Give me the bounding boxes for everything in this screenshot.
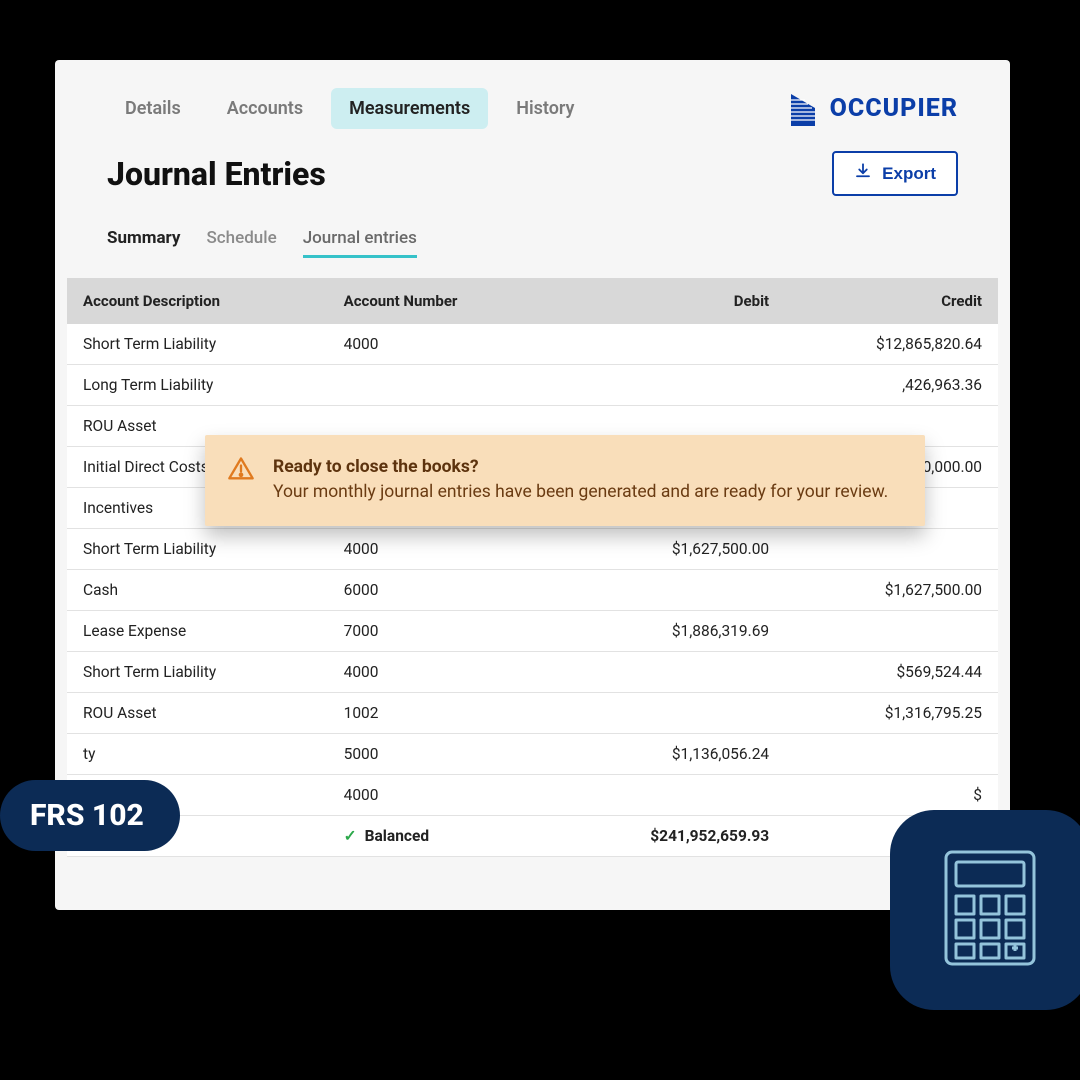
frs-pill: FRS 102 — [0, 780, 180, 851]
title-row: Journal Entries Export — [55, 147, 1010, 204]
cell-credit: $1,627,500.00 — [785, 570, 998, 611]
cell-credit — [785, 529, 998, 570]
cell-desc: Long Term Liability — [67, 365, 328, 406]
cell-debit — [552, 324, 785, 365]
notice-banner: Ready to close the books? Your monthly j… — [205, 435, 925, 526]
cell-desc: Lease Expense — [67, 611, 328, 652]
cell-desc: Short Term Liability — [67, 324, 328, 365]
table-row: Long Term Liability ,426,963.36 — [67, 365, 998, 406]
cell-desc: Short Term Liability — [67, 652, 328, 693]
cell-num: 5000 — [328, 734, 553, 775]
cell-debit: $1,886,319.69 — [552, 611, 785, 652]
notice-title: Ready to close the books? — [273, 457, 479, 477]
table-row: ty5000$1,136,056.24 — [67, 734, 998, 775]
tab-measurements[interactable]: Measurements — [331, 88, 488, 129]
notice-body: Your monthly journal entries have been g… — [273, 482, 888, 502]
cell-num — [328, 365, 553, 406]
table-wrap: Account Description Account Number Debit… — [55, 268, 1010, 857]
cell-num: 6000 — [328, 570, 553, 611]
brand-logo-icon — [788, 92, 818, 126]
cell-desc: Short Term Liability — [67, 529, 328, 570]
cell-credit: $569,524.44 — [785, 652, 998, 693]
totals-row: Totals✓Balanced$241,952,659.93$2 — [67, 816, 998, 857]
cell-num: 4000 — [328, 324, 553, 365]
totals-balanced: ✓Balanced — [328, 816, 553, 857]
tab-history[interactable]: History — [498, 88, 592, 129]
cell-debit — [552, 365, 785, 406]
subtab-summary[interactable]: Summary — [107, 228, 180, 258]
table-row: Cash6000 $1,627,500.00 — [67, 570, 998, 611]
cell-desc: ty — [67, 734, 328, 775]
calculator-badge — [890, 810, 1080, 1010]
cell-desc: Cash — [67, 570, 328, 611]
export-label: Export — [882, 164, 936, 184]
cell-debit: $1,627,500.00 — [552, 529, 785, 570]
cell-num: 1002 — [328, 693, 553, 734]
cell-num: 4000 — [328, 529, 553, 570]
cell-debit — [552, 570, 785, 611]
page-title: Journal Entries — [107, 155, 326, 193]
cell-desc: ROU Asset — [67, 693, 328, 734]
sub-tabs: Summary Schedule Journal entries — [55, 204, 1010, 268]
cell-credit — [785, 611, 998, 652]
journal-entries-table: Account Description Account Number Debit… — [67, 278, 998, 857]
cell-credit — [785, 734, 998, 775]
cell-debit — [552, 652, 785, 693]
cell-debit: $1,136,056.24 — [552, 734, 785, 775]
calculator-icon — [940, 848, 1040, 972]
top-tabs: Details Accounts Measurements History — [55, 60, 1010, 147]
table-row: Short Term Liability4000 $569,524.44 — [67, 652, 998, 693]
table-row: ROU Asset1002 $1,316,795.25 — [67, 693, 998, 734]
totals-debit: $241,952,659.93 — [552, 816, 785, 857]
col-account-number: Account Number — [328, 278, 553, 324]
cell-credit: ,426,963.36 — [785, 365, 998, 406]
cell-debit — [552, 775, 785, 816]
warning-icon — [227, 455, 255, 506]
brand-name: OCCUPIER — [830, 94, 958, 123]
subtab-journal-entries[interactable]: Journal entries — [303, 228, 417, 258]
col-debit: Debit — [552, 278, 785, 324]
table-row: Lease Expense7000$1,886,319.69 — [67, 611, 998, 652]
cell-credit: $12,865,820.64 — [785, 324, 998, 365]
table-row: Short Term Liability4000 $12,865,820.64 — [67, 324, 998, 365]
table-row: Short Term Liability4000$1,627,500.00 — [67, 529, 998, 570]
check-icon: ✓ — [344, 827, 357, 845]
tab-details[interactable]: Details — [107, 88, 199, 129]
download-icon — [854, 162, 872, 185]
notice-text: Ready to close the books? Your monthly j… — [273, 455, 888, 506]
cell-num: 4000 — [328, 775, 553, 816]
brand: OCCUPIER — [788, 92, 958, 126]
cell-num: 7000 — [328, 611, 553, 652]
table-row: ty4000$ — [67, 775, 998, 816]
tab-accounts[interactable]: Accounts — [209, 88, 321, 129]
col-account-description: Account Description — [67, 278, 328, 324]
cell-credit: $1,316,795.25 — [785, 693, 998, 734]
cell-num: 4000 — [328, 652, 553, 693]
col-credit: Credit — [785, 278, 998, 324]
subtab-schedule[interactable]: Schedule — [206, 228, 276, 258]
cell-debit — [552, 693, 785, 734]
export-button[interactable]: Export — [832, 151, 958, 196]
